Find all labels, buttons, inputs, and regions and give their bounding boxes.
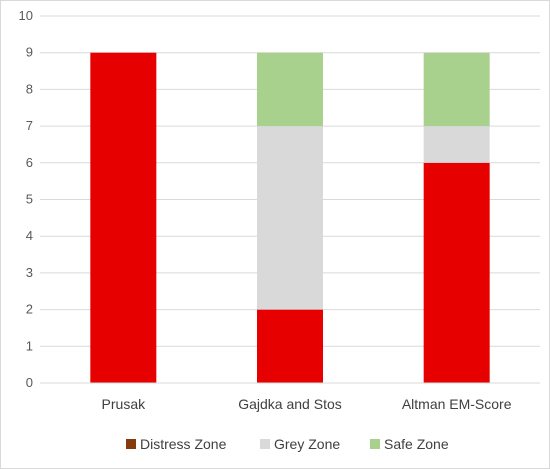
legend-swatch [126,439,136,449]
legend-item: Distress Zone [126,436,227,452]
legend: Distress Zone Grey Zone Safe Zone [126,436,449,452]
bar-segment-grey-zone [423,126,490,163]
x-axis: Prusak Gajdka and Stos Altman EM-Score [40,382,540,412]
legend-swatch [370,439,380,449]
y-tick-label: 8 [26,81,33,96]
legend-label: Distress Zone [140,436,227,452]
y-tick-label: 4 [26,228,33,243]
bar-segment-distress-zone [257,309,323,383]
bar-segment-distress-zone [90,52,157,383]
bars [90,52,490,383]
y-tick-label: 2 [26,302,33,317]
bar-segment-safe-zone [423,52,490,127]
y-tick-label: 9 [26,45,33,60]
bar-segment-distress-zone [423,162,490,383]
bar-segment-safe-zone [257,52,323,127]
y-tick-label: 7 [26,118,33,133]
bar-segment-grey-zone [257,126,323,310]
y-axis: 0 1 2 3 4 5 6 7 8 9 10 [19,8,33,390]
legend-label: Grey Zone [274,436,340,452]
x-category-label: Gajdka and Stos [238,396,342,412]
y-tick-label: 6 [26,155,33,170]
legend-swatch [260,439,270,449]
y-tick-label: 1 [26,338,33,353]
legend-item: Grey Zone [260,436,340,452]
y-tick-label: 3 [26,265,33,280]
x-category-label: Altman EM-Score [402,396,512,412]
y-tick-label: 5 [26,192,33,207]
y-tick-label: 0 [26,375,33,390]
x-category-label: Prusak [102,396,147,412]
y-tick-label: 10 [19,8,33,23]
legend-label: Safe Zone [384,436,449,452]
legend-item: Safe Zone [370,436,449,452]
